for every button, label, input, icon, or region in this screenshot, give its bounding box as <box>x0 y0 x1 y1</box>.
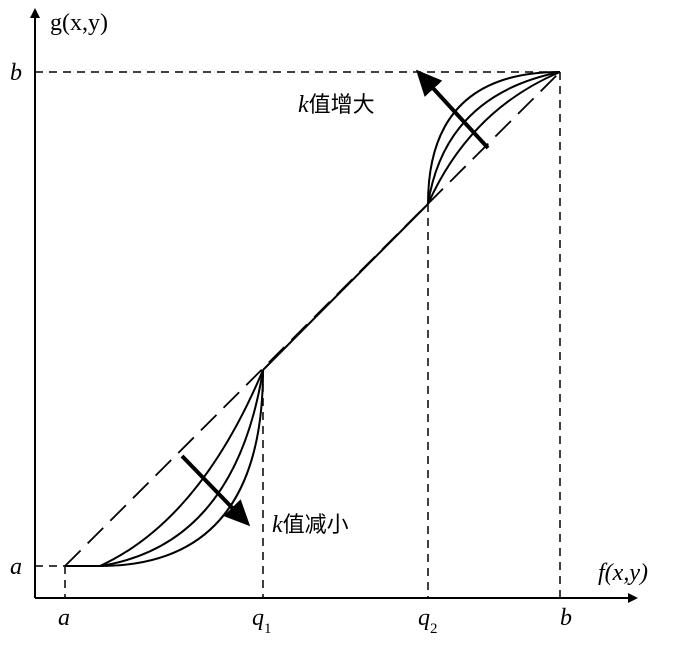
y-label-b: b <box>10 60 22 86</box>
x-label-a: a <box>58 605 70 631</box>
linear-segment <box>262 203 429 371</box>
identity-line <box>64 71 561 567</box>
upper-curve <box>427 71 561 205</box>
y-axis-label: g(x,y) <box>50 10 108 36</box>
annotation: k值减小 <box>272 512 349 538</box>
increase-arrow <box>415 69 490 150</box>
x-axis-label: f(x,y) <box>598 560 648 586</box>
label-sub: 1 <box>264 621 272 637</box>
annotation-var: k <box>272 512 283 538</box>
lower-curve <box>99 369 264 567</box>
y-label-a: a <box>10 554 22 580</box>
lower-curve <box>99 369 264 567</box>
x-label-b: b <box>560 605 572 631</box>
upper-curve <box>427 71 561 205</box>
upper-curve <box>427 71 561 205</box>
label-sub: 2 <box>430 621 438 637</box>
decrease-arrow <box>180 454 251 527</box>
annotation-var: k <box>298 92 309 118</box>
x-label-q2: q2 <box>418 605 438 637</box>
lower-curve <box>99 369 264 567</box>
x-label-q1: q1 <box>252 605 272 637</box>
label-base: q <box>418 605 430 631</box>
annotation-text: 值减小 <box>283 513 349 538</box>
annotation-text: 值增大 <box>309 93 375 118</box>
annotation: k值增大 <box>298 92 375 118</box>
label-base: q <box>252 605 264 631</box>
